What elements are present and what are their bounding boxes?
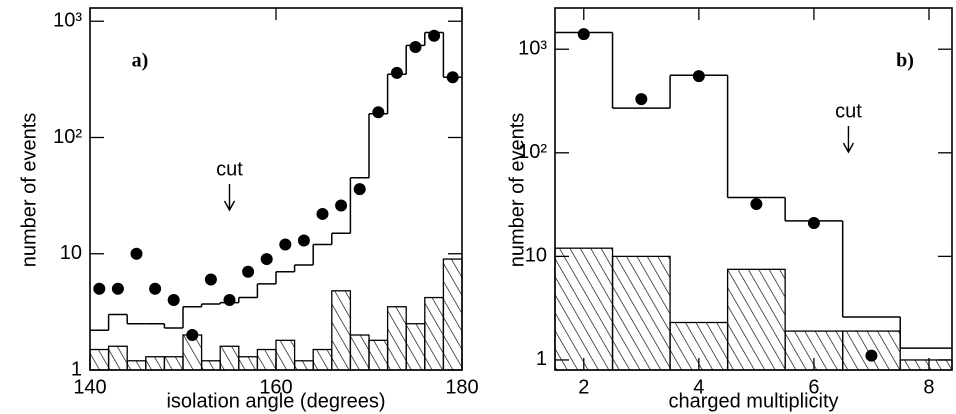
panel-label: a) <box>132 50 149 72</box>
y-tick-label: 10 <box>60 242 82 264</box>
hatched-bar <box>405 323 426 371</box>
hatched-bar <box>611 255 671 371</box>
data-point <box>409 41 422 54</box>
hatched-bar <box>107 345 128 371</box>
x-axis-label: charged multiplicity <box>668 390 838 412</box>
x-tick-label: 160 <box>259 376 292 398</box>
hatched-bar <box>275 339 296 371</box>
hatched-bar <box>349 334 370 371</box>
data-point <box>223 294 236 307</box>
hatched-bar <box>312 348 333 371</box>
data-point <box>372 106 385 119</box>
cut-label: cut <box>835 100 862 122</box>
data-point <box>428 29 441 42</box>
data-point <box>279 238 292 251</box>
y-tick-label: 10³ <box>518 38 547 60</box>
data-point <box>130 247 143 260</box>
y-tick-label: 10 <box>525 245 547 267</box>
data-point <box>390 66 403 79</box>
y-tick-label: 10² <box>518 141 547 163</box>
data-point <box>260 253 273 266</box>
hatched-bar <box>219 345 240 371</box>
x-tick-label: 180 <box>445 376 478 398</box>
y-tick-label: 1 <box>536 348 547 370</box>
data-point <box>446 71 459 84</box>
data-point <box>577 28 590 41</box>
hatched-bar <box>200 360 221 371</box>
y-axis-label: number of events <box>506 113 528 268</box>
data-point <box>242 265 255 278</box>
hatched-bar <box>163 356 184 371</box>
hatched-bar <box>386 306 407 371</box>
data-point <box>635 93 648 106</box>
hatched-bar <box>126 360 147 371</box>
hatched-bar <box>238 356 259 371</box>
panel-label: b) <box>896 50 914 72</box>
data-point <box>204 273 217 286</box>
y-axis-label: number of events <box>18 113 40 268</box>
hatched-bar <box>554 247 614 371</box>
y-tick-label: 10³ <box>53 10 82 32</box>
data-point <box>807 217 820 230</box>
x-tick-label: 140 <box>73 376 106 398</box>
data-point <box>93 282 106 295</box>
data-point <box>186 329 199 342</box>
x-tick-label: 2 <box>578 376 589 398</box>
plot-frame <box>554 7 953 371</box>
hatched-bar <box>89 348 110 371</box>
data-point <box>111 282 124 295</box>
data-point <box>353 183 366 196</box>
data-point <box>692 70 705 83</box>
x-tick-label: 6 <box>808 376 819 398</box>
hatched-bar <box>368 339 389 371</box>
x-tick-label: 4 <box>693 376 704 398</box>
hatched-bar <box>899 359 953 371</box>
data-point <box>335 199 348 212</box>
cut-arrow <box>842 126 855 154</box>
data-point <box>316 207 329 220</box>
y-tick-label: 1 <box>71 358 82 380</box>
data-point <box>297 234 310 247</box>
hatched-bar <box>145 356 166 371</box>
hatched-bar <box>424 296 445 371</box>
hatched-bar <box>293 360 314 371</box>
data-point <box>865 349 878 362</box>
data-point <box>149 282 162 295</box>
x-tick-label: 8 <box>923 376 934 398</box>
cut-label: cut <box>216 158 243 180</box>
hatched-bar <box>331 290 352 371</box>
cut-arrow <box>223 184 236 212</box>
y-tick-label: 10² <box>53 126 82 148</box>
data-point <box>750 198 763 211</box>
hatched-bar <box>442 258 463 371</box>
hatched-bar <box>726 268 786 371</box>
x-axis-label: isolation angle (degrees) <box>166 390 385 412</box>
hatched-bar <box>256 348 277 371</box>
data-point <box>167 294 180 307</box>
